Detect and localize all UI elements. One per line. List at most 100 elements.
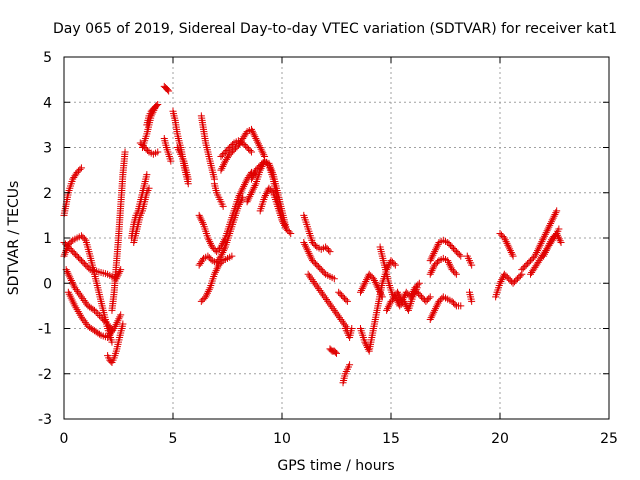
data-point [245,194,253,202]
data-point [502,238,510,246]
data-point [242,177,250,185]
data-point [325,246,333,254]
data-point [425,294,433,302]
data-point [509,252,517,260]
data-point [235,191,243,199]
data-point [81,298,89,306]
data-point [320,269,328,277]
data-point [547,220,555,228]
data-point [391,261,399,269]
data-point [335,288,343,296]
series-track-13 [160,82,173,95]
data-point [555,225,563,233]
data-point [220,150,228,158]
data-point [75,289,83,297]
data-point [167,157,175,165]
data-point [334,312,342,320]
data-point [154,148,162,156]
data-point [423,296,431,304]
x-tick-label: 20 [491,431,509,447]
series-track-4 [64,288,125,342]
data-point [250,131,258,139]
data-point [545,223,553,231]
data-point [74,287,82,295]
data-point [91,306,99,314]
data-point [63,242,71,250]
data-point [228,252,236,260]
data-point [370,277,378,285]
data-point [505,275,513,283]
data-point [434,258,442,266]
y-axis-label: SDTVAR / TECUs [6,181,22,296]
data-point [332,308,340,316]
data-point [249,129,257,137]
y-tick-label: 0 [43,276,52,292]
series-track-26 [256,184,290,233]
data-point [70,249,78,257]
data-point [223,147,231,155]
data-point [226,150,234,158]
data-point [310,240,318,248]
y-tick-label: 2 [43,186,52,202]
data-point [429,265,437,273]
data-point [241,179,249,187]
y-tick-labels: -3 -2 -1 0 1 2 3 4 5 [38,50,52,428]
data-point [213,248,221,256]
series-track-35 [356,270,386,301]
data-point [79,233,87,241]
data-point [431,261,439,269]
data-point [219,239,227,247]
data-point [343,297,351,305]
data-point [68,278,76,286]
data-point [285,228,293,236]
series-track-37 [383,284,421,314]
data-point [430,249,438,257]
series-track-34 [356,257,399,355]
data-point [307,253,315,261]
data-point [556,237,564,245]
x-tick-label: 10 [273,431,291,447]
data-point [346,361,354,369]
data-point [504,241,512,249]
data-point [214,246,222,254]
axis-ticks [63,56,610,420]
data-point [204,252,212,260]
data-point [402,301,410,309]
data-point [206,238,214,246]
data-point [165,87,173,95]
data-point [448,297,456,305]
data-point [402,288,410,296]
data-point [105,332,113,340]
data-point [248,187,256,195]
data-point [216,260,224,268]
y-tick-label: -3 [38,412,52,428]
data-point [312,281,320,289]
data-point [230,146,238,154]
data-point [384,303,392,311]
series-track-7 [108,148,129,314]
data-point [549,214,557,222]
y-tick-label: -2 [38,367,52,383]
data-point [237,197,245,205]
data-point [319,290,327,298]
data-point [538,238,546,246]
data-point [198,217,206,225]
data-point [540,232,548,240]
data-point [436,296,444,304]
data-point [220,161,228,169]
data-point [77,293,85,301]
data-point [468,297,476,305]
data-point [516,272,524,280]
data-point [317,266,325,274]
data-point [226,144,234,151]
data-point [324,297,332,305]
chart-title: Day 065 of 2019, Sidereal Day-to-day VTE… [53,21,617,37]
data-point [448,243,456,251]
data-point [358,285,366,293]
data-point [75,167,83,175]
data-point [227,149,235,157]
data-point [279,218,287,226]
data-point [508,250,516,258]
data-point [431,248,439,256]
data-point [557,239,565,247]
